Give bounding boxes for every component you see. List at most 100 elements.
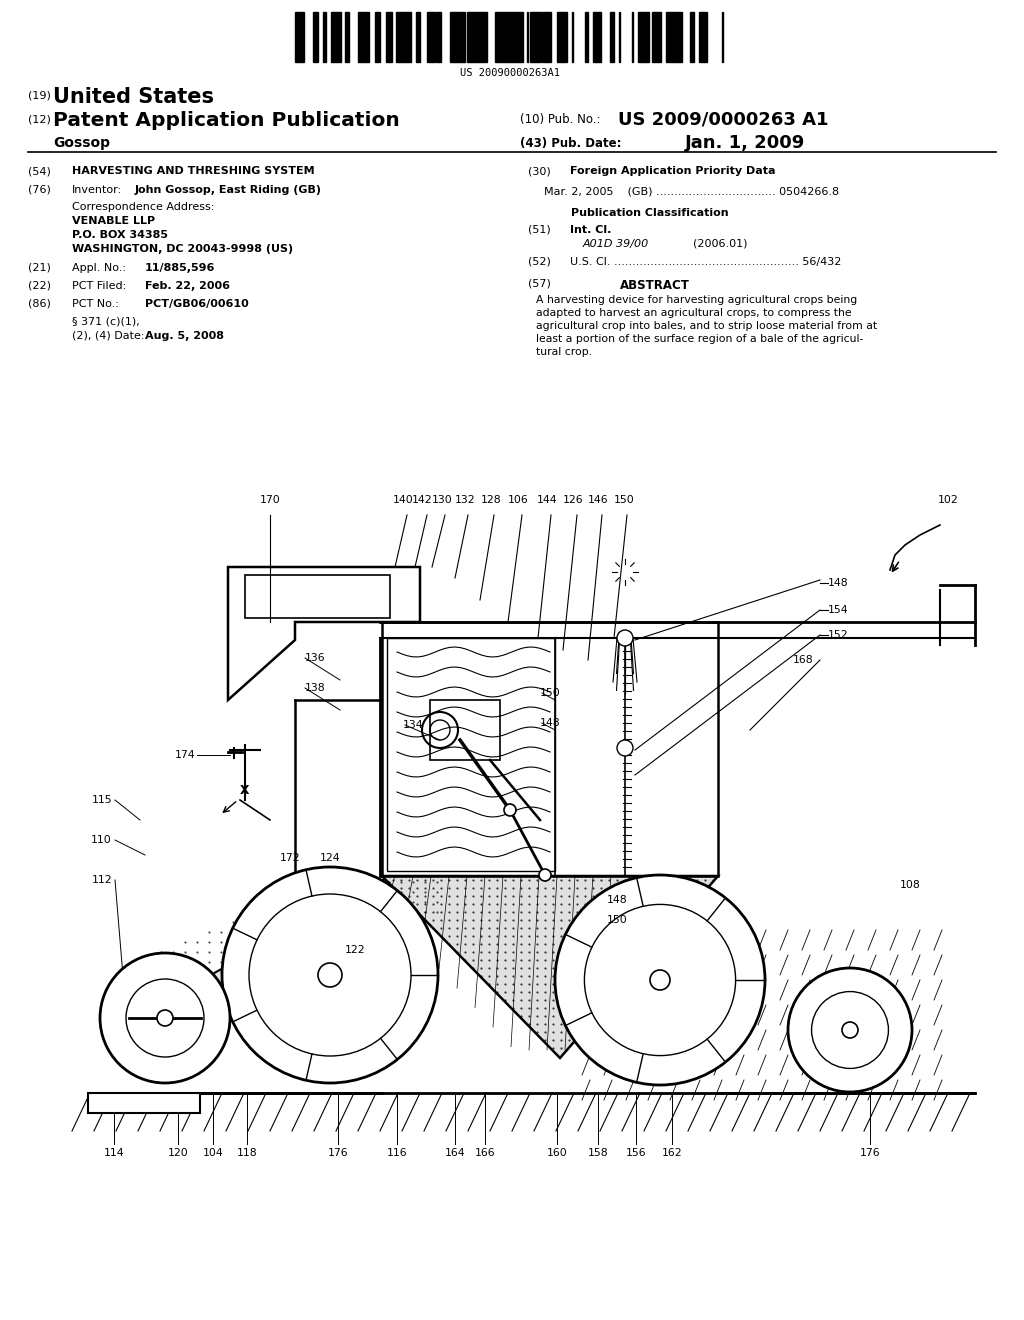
- Circle shape: [842, 1022, 858, 1038]
- Bar: [658, 12, 662, 62]
- Circle shape: [100, 953, 230, 1082]
- Text: 118: 118: [237, 1148, 257, 1158]
- Bar: [416, 12, 420, 62]
- Bar: [676, 12, 678, 62]
- Text: Appl. No.:: Appl. No.:: [72, 263, 126, 273]
- Bar: [345, 12, 349, 62]
- Bar: [485, 12, 487, 62]
- Text: 144: 144: [537, 495, 557, 506]
- Bar: [562, 12, 567, 62]
- Text: X: X: [241, 784, 250, 796]
- Text: 150: 150: [540, 688, 561, 698]
- Text: 150: 150: [613, 495, 635, 506]
- Circle shape: [555, 875, 765, 1085]
- Text: 104: 104: [203, 1148, 223, 1158]
- Text: 11/885,596: 11/885,596: [145, 263, 215, 273]
- Bar: [666, 12, 671, 62]
- Bar: [336, 12, 341, 62]
- Text: (19): (19): [28, 90, 51, 100]
- Text: PCT/GB06/00610: PCT/GB06/00610: [145, 300, 249, 309]
- Text: United States: United States: [53, 87, 214, 107]
- Text: (86): (86): [28, 300, 51, 309]
- Text: 114: 114: [103, 1148, 124, 1158]
- Bar: [638, 12, 643, 62]
- Text: John Gossop, East Riding (GB): John Gossop, East Riding (GB): [135, 185, 322, 195]
- Bar: [458, 12, 460, 62]
- Text: 172: 172: [280, 853, 300, 863]
- Text: 128: 128: [480, 495, 502, 506]
- Bar: [451, 12, 454, 62]
- Text: PCT No.:: PCT No.:: [72, 300, 119, 309]
- Bar: [557, 12, 562, 62]
- Text: tural crop.: tural crop.: [536, 347, 592, 356]
- Text: 140: 140: [392, 495, 414, 506]
- Text: 122: 122: [345, 945, 366, 954]
- Polygon shape: [382, 876, 718, 1059]
- Bar: [610, 12, 614, 62]
- Bar: [467, 12, 469, 62]
- Text: HARVESTING AND THRESHING SYSTEM: HARVESTING AND THRESHING SYSTEM: [72, 166, 314, 176]
- Bar: [430, 12, 435, 62]
- Bar: [427, 12, 430, 62]
- Bar: [643, 12, 646, 62]
- Text: (10) Pub. No.:: (10) Pub. No.:: [520, 114, 600, 125]
- Bar: [389, 12, 392, 62]
- Bar: [406, 12, 411, 62]
- Text: 148: 148: [828, 578, 849, 587]
- Bar: [510, 12, 515, 62]
- Text: 170: 170: [260, 495, 281, 506]
- Bar: [596, 12, 600, 62]
- Text: Aug. 5, 2008: Aug. 5, 2008: [145, 331, 224, 341]
- Bar: [520, 12, 523, 62]
- Bar: [678, 12, 682, 62]
- Bar: [481, 12, 485, 62]
- Bar: [646, 12, 649, 62]
- Bar: [703, 12, 707, 62]
- Circle shape: [222, 867, 438, 1082]
- Bar: [469, 12, 474, 62]
- Text: 176: 176: [328, 1148, 348, 1158]
- Text: 176: 176: [860, 1148, 881, 1158]
- Text: 102: 102: [938, 495, 958, 506]
- Text: 146: 146: [588, 495, 608, 506]
- Bar: [460, 12, 463, 62]
- Bar: [547, 12, 551, 62]
- Bar: [517, 12, 520, 62]
- Circle shape: [504, 804, 516, 816]
- Text: 148: 148: [540, 718, 560, 729]
- Text: (12): (12): [28, 115, 51, 125]
- Text: (30): (30): [528, 166, 551, 176]
- Text: (57): (57): [528, 279, 551, 289]
- Text: 110: 110: [91, 836, 112, 845]
- Text: 164: 164: [444, 1148, 465, 1158]
- Text: (43) Pub. Date:: (43) Pub. Date:: [520, 137, 622, 150]
- Text: § 371 (c)(1),: § 371 (c)(1),: [72, 317, 139, 327]
- Text: 124: 124: [319, 853, 340, 863]
- Bar: [359, 12, 364, 62]
- Text: 112: 112: [91, 875, 112, 884]
- Bar: [334, 12, 336, 62]
- Text: 154: 154: [828, 605, 849, 615]
- Polygon shape: [88, 1093, 200, 1113]
- Text: ABSTRACT: ABSTRACT: [621, 279, 690, 292]
- Text: (76): (76): [28, 185, 51, 195]
- Bar: [295, 12, 300, 62]
- Text: least a portion of the surface region of a bale of the agricul-: least a portion of the surface region of…: [536, 334, 863, 345]
- Text: Correspondence Address:: Correspondence Address:: [72, 202, 214, 213]
- Text: 142: 142: [412, 495, 432, 506]
- Text: 126: 126: [562, 495, 584, 506]
- Bar: [508, 12, 510, 62]
- Text: 162: 162: [662, 1148, 682, 1158]
- Text: US 2009/0000263 A1: US 2009/0000263 A1: [618, 110, 828, 128]
- Text: U.S. Cl. ................................................... 56/432: U.S. Cl. ...............................…: [570, 257, 842, 267]
- Bar: [530, 12, 534, 62]
- Bar: [313, 12, 318, 62]
- Text: VENABLE LLP: VENABLE LLP: [72, 216, 155, 226]
- Text: Publication Classification: Publication Classification: [571, 209, 729, 218]
- Text: 160: 160: [547, 1148, 567, 1158]
- Bar: [364, 12, 369, 62]
- Text: WASHINGTON, DC 20043-9998 (US): WASHINGTON, DC 20043-9998 (US): [72, 244, 293, 253]
- Bar: [585, 12, 588, 62]
- Bar: [397, 12, 401, 62]
- Bar: [477, 12, 481, 62]
